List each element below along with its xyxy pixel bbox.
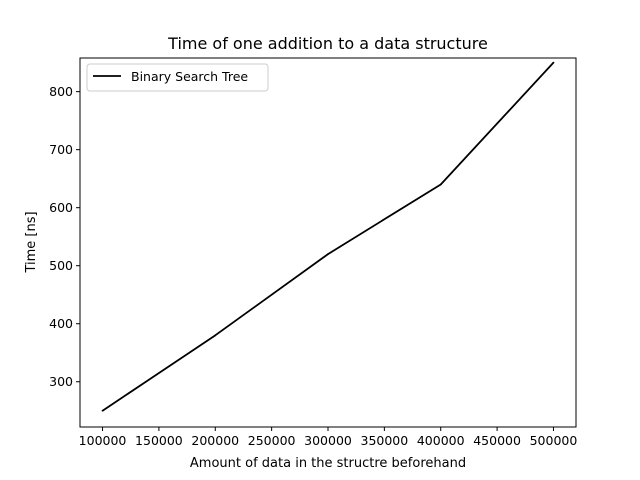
y-tick-label: 700 <box>49 142 73 157</box>
x-tick-label: 200000 <box>191 433 239 448</box>
x-axis: 100000 150000 200000 250000 300000 350000 4000… <box>79 427 578 448</box>
y-axis: 300 400 500 600 700 800 <box>49 84 80 389</box>
x-tick-label: 500000 <box>530 433 578 448</box>
x-tick-label: 250000 <box>248 433 296 448</box>
legend-box <box>86 63 269 92</box>
y-tick-label: 800 <box>49 84 73 99</box>
x-tick-label: 100000 <box>79 433 127 448</box>
plot-area <box>101 61 555 412</box>
y-tick-label: 300 <box>49 374 73 389</box>
data-point <box>552 61 555 64</box>
x-tick-label: 450000 <box>473 433 521 448</box>
x-tick-label: 400000 <box>417 433 465 448</box>
data-point <box>214 334 217 337</box>
data-point <box>439 183 442 186</box>
chart-title: Time of one addition to a data structure <box>167 34 488 53</box>
x-tick-label: 300000 <box>304 433 352 448</box>
legend-label-binary-search-tree: Binary Search Tree <box>131 69 248 84</box>
x-tick-label: 350000 <box>361 433 409 448</box>
x-axis-label: Amount of data in the structre beforehan… <box>190 456 466 471</box>
data-point <box>327 253 329 256</box>
x-tick-label: 150000 <box>135 433 183 448</box>
y-tick-label: 400 <box>49 316 73 331</box>
y-axis-label: Time [ns] <box>24 211 39 273</box>
y-tick-label: 500 <box>49 258 73 273</box>
y-tick-label: 600 <box>49 200 73 215</box>
legend: Binary Search Tree <box>86 63 269 92</box>
data-point <box>101 409 104 412</box>
